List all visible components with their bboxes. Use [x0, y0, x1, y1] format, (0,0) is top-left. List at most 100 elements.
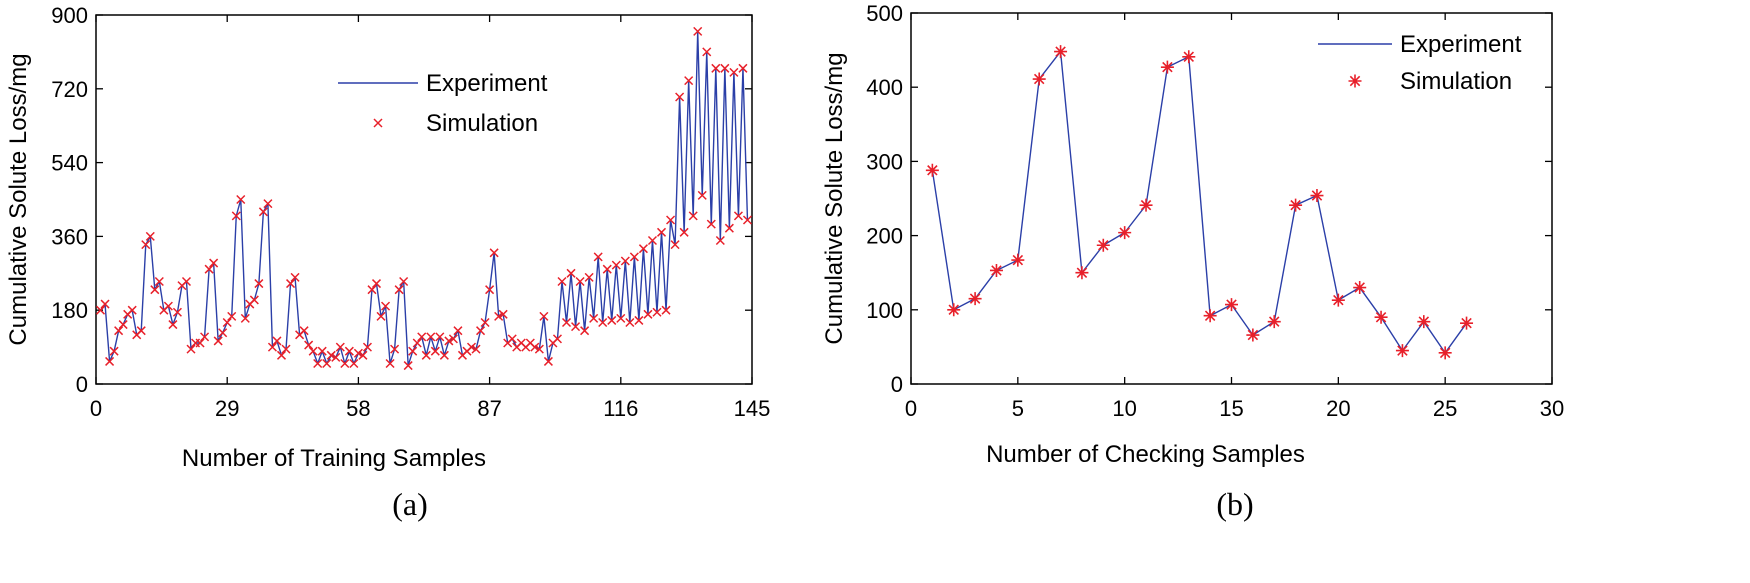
y-tick-label: 400 — [866, 75, 903, 100]
data-point-marker — [421, 350, 431, 360]
data-point-marker — [947, 303, 961, 317]
data-point-marker — [1225, 298, 1238, 312]
data-point-marker — [439, 350, 449, 360]
data-point-marker — [195, 338, 205, 348]
data-point-marker — [453, 326, 463, 336]
x-tick-label: 29 — [215, 396, 239, 421]
data-point-marker — [349, 358, 359, 369]
data-point-marker — [209, 258, 219, 268]
data-point-marker — [385, 358, 395, 369]
data-point-marker — [286, 279, 296, 289]
data-point-marker — [625, 317, 635, 328]
data-point-marker — [426, 332, 436, 342]
data-point-marker — [598, 317, 608, 328]
data-point-marker — [1438, 346, 1452, 360]
data-point-marker — [1118, 226, 1132, 240]
data-point-marker — [575, 276, 585, 287]
data-point-marker — [571, 322, 581, 332]
data-point-marker — [254, 279, 264, 289]
data-point-marker — [607, 315, 617, 325]
plot-frame — [95, 14, 753, 385]
data-point-marker — [317, 346, 327, 356]
data-point-marker — [118, 320, 128, 330]
data-point-marker — [715, 235, 725, 246]
data-point-marker — [272, 336, 282, 346]
data-point-marker — [1353, 281, 1367, 295]
data-point-marker — [507, 334, 517, 344]
figure-caption: (b) — [1216, 486, 1253, 522]
y-tick-label: 540 — [51, 151, 88, 176]
series-markers-simulation — [95, 26, 753, 371]
x-tick-label: 58 — [346, 396, 370, 421]
y-tick-label: 720 — [51, 77, 88, 102]
data-point-marker — [412, 338, 422, 348]
series-line-experiment — [931, 50, 1468, 354]
data-point-marker — [688, 211, 698, 221]
data-point-marker — [168, 320, 178, 330]
data-point-marker — [466, 342, 477, 352]
data-point-marker — [1096, 238, 1110, 252]
data-point-marker — [706, 219, 716, 229]
data-point-marker — [557, 276, 567, 287]
data-point-marker — [476, 326, 486, 336]
data-point-marker — [616, 313, 626, 323]
x-tick-label: 20 — [1326, 396, 1350, 421]
data-point-marker — [181, 276, 192, 287]
data-point-marker — [127, 305, 137, 315]
data-point-marker — [150, 285, 160, 295]
data-point-marker — [394, 285, 404, 295]
data-point-marker — [186, 344, 196, 354]
data-point-marker — [344, 346, 354, 356]
data-point-marker — [552, 334, 562, 344]
data-point-marker — [448, 334, 458, 344]
data-point-marker — [661, 305, 671, 315]
data-point-marker — [136, 326, 146, 336]
data-point-marker — [543, 356, 553, 366]
data-point-marker — [281, 344, 291, 354]
x-tick-label: 145 — [734, 396, 771, 421]
data-point-marker — [200, 332, 210, 342]
data-point-marker — [335, 342, 345, 352]
legend-swatch-marker — [1348, 74, 1362, 88]
data-point-marker — [738, 63, 748, 73]
data-point-marker — [1032, 72, 1046, 86]
data-point-marker — [371, 279, 382, 289]
data-point-marker — [249, 295, 259, 305]
x-tick-label: 87 — [477, 396, 501, 421]
data-point-marker — [435, 332, 445, 342]
data-point-marker — [724, 223, 734, 233]
data-point-marker — [675, 92, 685, 102]
data-point-marker — [580, 326, 590, 336]
x-tick-label: 0 — [905, 396, 917, 421]
x-tick-label: 116 — [603, 396, 638, 421]
y-tick-label: 100 — [866, 298, 903, 323]
data-point-marker — [584, 272, 594, 282]
data-point-marker — [720, 63, 730, 73]
data-point-marker — [1460, 316, 1474, 330]
legend: Experiment Simulation — [338, 70, 548, 137]
data-point-marker — [340, 358, 350, 369]
y-tick-label: 500 — [866, 1, 903, 26]
data-point-marker — [1054, 45, 1068, 59]
data-point-marker — [697, 190, 707, 200]
data-point-marker — [276, 350, 287, 360]
data-point-marker — [204, 264, 214, 274]
y-tick-label: 200 — [866, 224, 903, 249]
data-point-marker — [308, 346, 318, 356]
data-point-marker — [742, 215, 753, 225]
data-point-marker — [498, 309, 508, 319]
data-point-marker — [670, 240, 680, 250]
y-tick-label: 360 — [51, 224, 88, 249]
data-point-marker — [1160, 60, 1174, 74]
data-point-marker — [222, 317, 232, 328]
data-point-marker — [656, 227, 667, 237]
data-point-marker — [154, 276, 164, 287]
data-point-marker — [331, 352, 341, 362]
data-point-marker — [358, 350, 368, 360]
x-tick-label: 0 — [90, 396, 102, 421]
data-point-marker — [109, 346, 119, 356]
data-point-marker — [566, 268, 576, 278]
data-point-marker — [534, 344, 544, 354]
legend-label: Simulation — [1400, 68, 1512, 95]
x-tick-label: 25 — [1433, 396, 1457, 421]
